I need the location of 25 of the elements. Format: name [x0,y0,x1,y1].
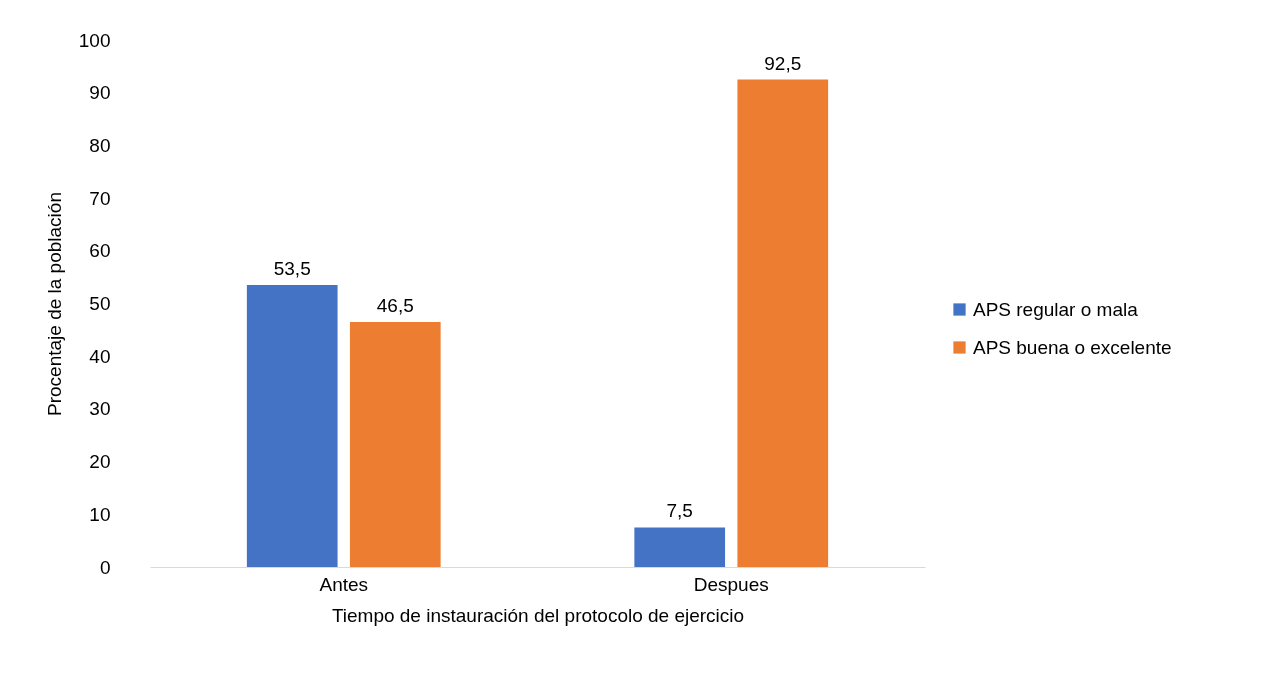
y-tick-label: 80 [89,134,111,156]
y-tick-label: 30 [89,398,111,420]
data-label: 92,5 [764,52,802,74]
y-tick-label: 0 [99,556,111,578]
y-tick-label: 20 [89,451,111,473]
y-tick-label: 70 [89,187,111,209]
bar [349,321,441,567]
y-tick-label: 50 [89,293,111,314]
x-tick-label: Antes [319,573,369,595]
bar [737,79,829,567]
data-label: 46,5 [376,294,414,316]
x-axis-title: Tiempo de instauración del protocolo de ejercicio [331,604,745,626]
bar [634,527,726,567]
bar [246,285,338,567]
legend-label: APS buena o excelente [973,336,1172,358]
data-label: 53,5 [273,258,311,280]
legend-label: APS regular o mala [973,298,1139,320]
x-tick-label: Despues [693,573,769,595]
y-tick-label: 10 [89,503,111,525]
y-tick-label: 100 [78,29,111,51]
y-tick-label: 60 [89,240,111,262]
y-tick-label: 90 [89,82,111,104]
y-tick-label: 40 [89,345,111,367]
y-axis-title: Procentaje de la población [43,192,65,416]
data-label: 7,5 [666,500,693,522]
